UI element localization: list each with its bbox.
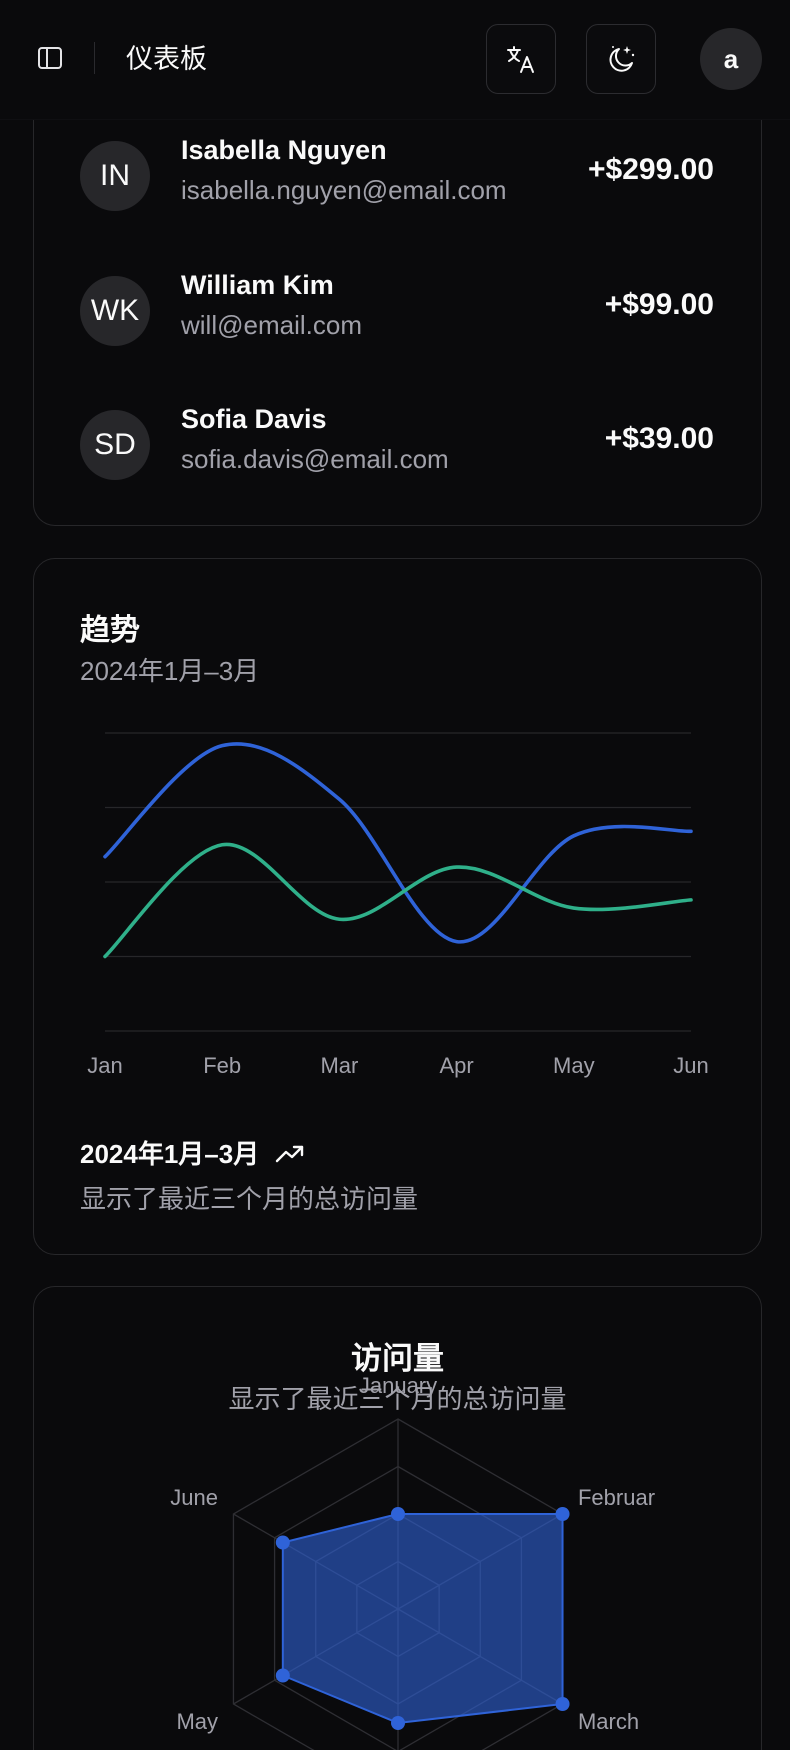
- radar-point[interactable]: [391, 1507, 405, 1521]
- visits-card: 访问量 显示了最近三个月的总访问量 JanuaryFebruarMarchApr…: [33, 1286, 762, 1750]
- top-header: 仪表板 a: [0, 0, 790, 120]
- x-tick-label: May: [553, 1053, 595, 1078]
- customer-name: William Kim: [181, 270, 334, 300]
- sale-amount: +$299.00: [588, 153, 714, 186]
- radar-point[interactable]: [275, 1535, 290, 1550]
- radar-point[interactable]: [275, 1668, 290, 1683]
- customer-email: isabella.nguyen@email.com: [181, 175, 507, 205]
- language-button[interactable]: [486, 24, 556, 94]
- trend-footer-text: 2024年1月–3月: [80, 1139, 260, 1169]
- customer-avatar: SD: [80, 410, 150, 480]
- theme-toggle-button[interactable]: [586, 24, 656, 94]
- sale-row[interactable]: IN Isabella Nguyen isabella.nguyen@email…: [80, 135, 714, 211]
- trending-up-icon: [276, 1145, 304, 1162]
- visits-radar-chart[interactable]: JanuaryFebruarMarchAprilMayJune: [34, 1287, 763, 1750]
- trend-footer-description: 显示了最近三个月的总访问量: [80, 1184, 419, 1214]
- customer-name: Sofia Davis: [181, 404, 327, 434]
- moon-stars-icon: [609, 46, 635, 72]
- series-line-0[interactable]: [103, 742, 693, 944]
- radar-axis-label: June: [170, 1485, 218, 1510]
- x-tick-label: Feb: [203, 1053, 241, 1078]
- visits-title: 访问量: [351, 1341, 444, 1376]
- trend-subtitle: 2024年1月–3月: [80, 656, 260, 686]
- user-avatar[interactable]: a: [700, 28, 762, 90]
- x-tick-label: Apr: [439, 1053, 473, 1078]
- sale-amount: +$39.00: [604, 422, 714, 455]
- trend-card: 趋势 2024年1月–3月 Jan Feb Mar Apr May Jun 2024年1月…: [33, 558, 762, 1255]
- trend-footer-title: 2024年1月–3月: [80, 1134, 305, 1171]
- customer-avatar: IN: [80, 141, 150, 211]
- trend-line-chart[interactable]: Jan Feb Mar Apr May Jun: [34, 559, 763, 1119]
- translate-icon: [507, 46, 534, 73]
- sale-row[interactable]: WK William Kim will@email.com +$99.00: [80, 270, 714, 346]
- sale-amount: +$99.00: [604, 288, 714, 321]
- sidebar-toggle-icon[interactable]: [36, 44, 64, 72]
- series-line-1[interactable]: [103, 842, 693, 959]
- recent-sales-card: IN Isabella Nguyen isabella.nguyen@email…: [33, 40, 762, 526]
- radar-point[interactable]: [391, 1716, 405, 1730]
- radar-point[interactable]: [555, 1697, 570, 1711]
- x-tick-label: Jun: [673, 1053, 708, 1078]
- visits-description: 显示了最近三个月的总访问量: [228, 1384, 567, 1414]
- radar-axis-label: Februar: [578, 1485, 655, 1510]
- x-tick-label: Mar: [320, 1053, 358, 1078]
- radar-axis-label: March: [578, 1709, 639, 1734]
- customer-name: Isabella Nguyen: [181, 135, 387, 165]
- sale-row[interactable]: SD Sofia Davis sofia.davis@email.com +$3…: [80, 404, 714, 480]
- header-divider: [94, 42, 95, 74]
- radar-point[interactable]: [555, 1507, 570, 1521]
- customer-avatar: WK: [80, 276, 150, 346]
- x-tick-label: Jan: [87, 1053, 122, 1078]
- trend-title: 趋势: [80, 614, 140, 647]
- radar-axis-label: January: [359, 1373, 437, 1398]
- customer-email: sofia.davis@email.com: [181, 444, 449, 474]
- radar-axis-label: May: [176, 1709, 218, 1734]
- customer-email: will@email.com: [181, 310, 362, 340]
- radar-series-area[interactable]: [281, 1513, 564, 1725]
- page-title: 仪表板: [126, 44, 207, 74]
